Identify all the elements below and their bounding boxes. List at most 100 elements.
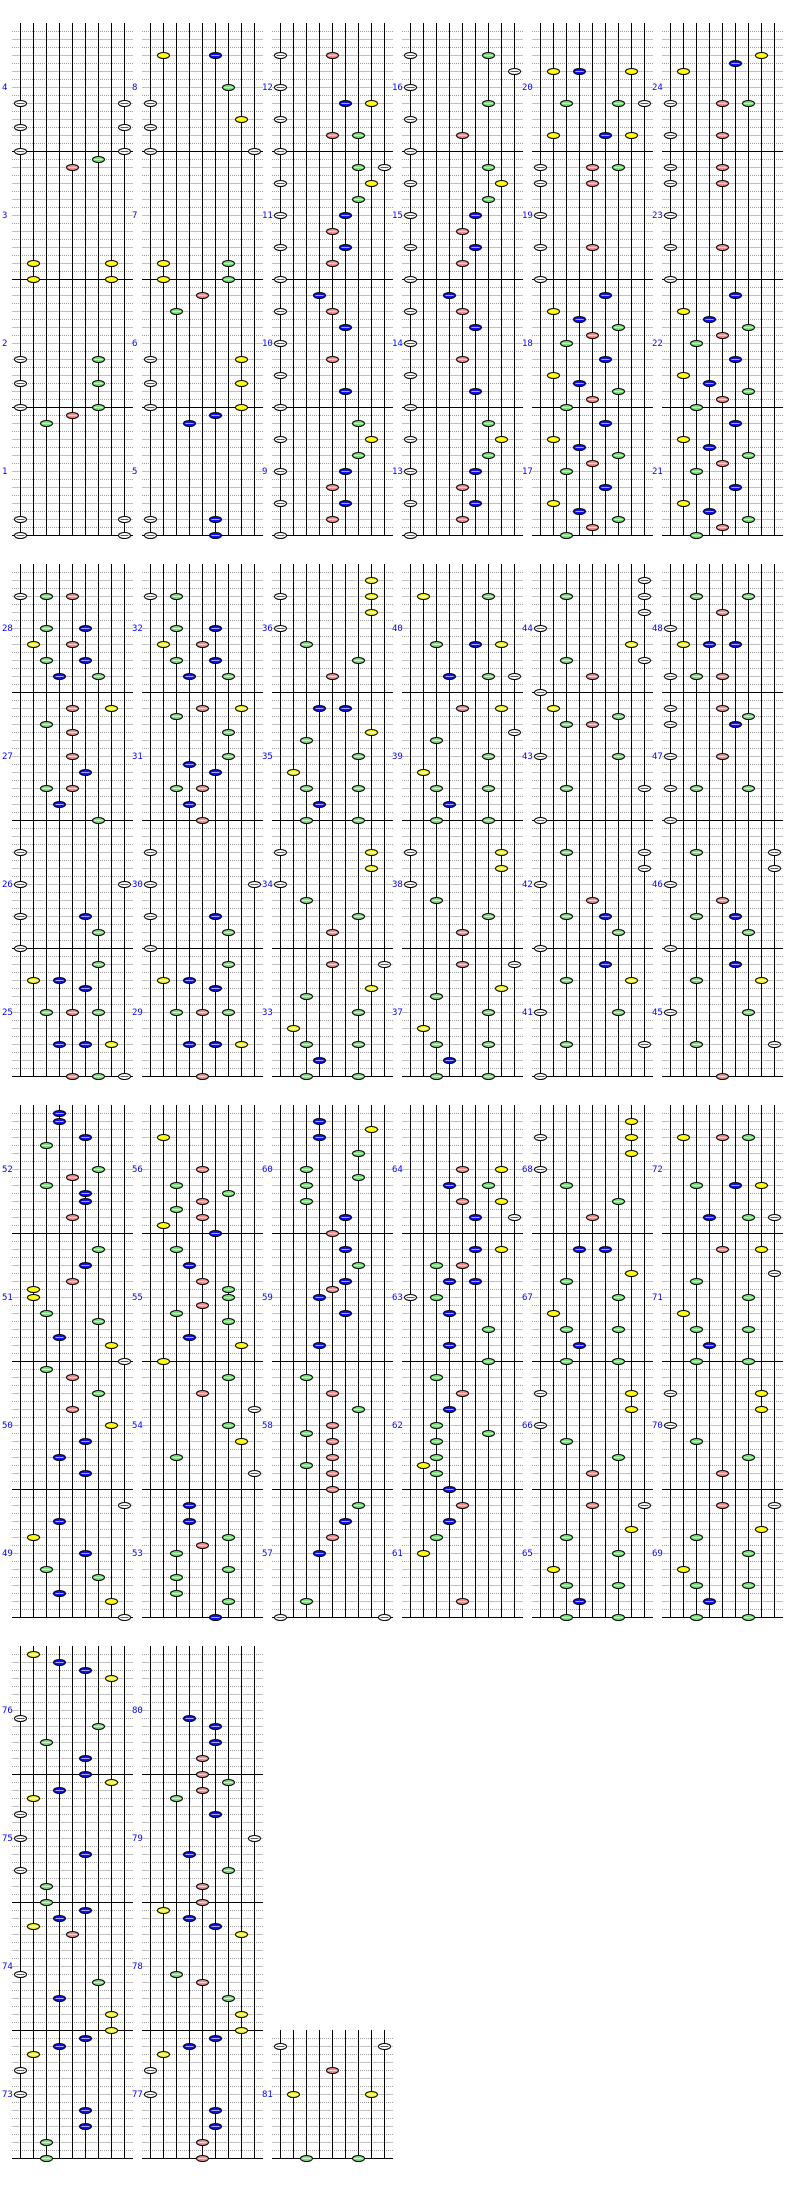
note (456, 308, 469, 315)
measure-number: 24 (652, 83, 663, 93)
note (79, 1771, 92, 1778)
measure-number: 49 (2, 1549, 13, 1559)
note (183, 1518, 196, 1525)
note (300, 1182, 313, 1189)
measure-50: 50 (2, 1361, 133, 1490)
measure-27: 27 (2, 692, 133, 821)
measure-number: 47 (652, 752, 663, 762)
note (716, 332, 729, 339)
note (274, 212, 287, 219)
measure-64: 64 (392, 1105, 523, 1234)
note (573, 444, 586, 451)
note (534, 881, 547, 888)
note (144, 2091, 157, 2098)
note (547, 1310, 560, 1317)
measure-number: 81 (262, 2090, 273, 2100)
note (612, 388, 625, 395)
note (443, 1342, 456, 1349)
note (404, 84, 417, 91)
note (66, 705, 79, 712)
note (222, 673, 235, 680)
note (326, 2067, 339, 2074)
note (365, 577, 378, 584)
note (482, 1326, 495, 1333)
note (586, 524, 599, 531)
note (352, 196, 365, 203)
measure-number: 55 (132, 1293, 143, 1303)
measure-number: 65 (522, 1549, 533, 1559)
note (664, 705, 677, 712)
note (352, 753, 365, 760)
note (79, 2107, 92, 2114)
note (118, 1358, 131, 1365)
note (586, 180, 599, 187)
measure-number: 40 (392, 624, 403, 634)
note (144, 380, 157, 387)
note (404, 881, 417, 888)
note (300, 817, 313, 824)
note (14, 1835, 27, 1842)
note (456, 516, 469, 523)
measure-number: 42 (522, 880, 533, 890)
note (118, 1502, 131, 1509)
note (14, 1715, 27, 1722)
note (456, 484, 469, 491)
measure-54: 54 (132, 1361, 263, 1490)
measure-number: 51 (2, 1293, 13, 1303)
note (690, 977, 703, 984)
note (27, 2051, 40, 2058)
note (573, 1598, 586, 1605)
note (53, 1915, 66, 1922)
note (690, 1358, 703, 1365)
note (313, 1550, 326, 1557)
note (742, 324, 755, 331)
note (625, 977, 638, 984)
note (352, 1406, 365, 1413)
note (456, 1390, 469, 1397)
measure-number: 35 (262, 752, 273, 762)
note (404, 244, 417, 251)
note (365, 985, 378, 992)
note (443, 1310, 456, 1317)
note (534, 1422, 547, 1429)
note (534, 689, 547, 696)
measure-57: 57 (262, 1489, 393, 1618)
note (456, 1598, 469, 1605)
note (664, 244, 677, 251)
measure-40: 40 (392, 564, 523, 693)
note (183, 1041, 196, 1048)
note (79, 1438, 92, 1445)
measure-17: 17 (522, 407, 653, 536)
note (586, 332, 599, 339)
note (326, 260, 339, 267)
note (703, 380, 716, 387)
measure-number: 39 (392, 752, 403, 762)
note (742, 1294, 755, 1301)
note (482, 1358, 495, 1365)
note (560, 849, 573, 856)
note (274, 881, 287, 888)
note (716, 460, 729, 467)
note (196, 1302, 209, 1309)
measure-number: 32 (132, 624, 143, 634)
note (612, 1009, 625, 1016)
note (66, 785, 79, 792)
note (443, 1278, 456, 1285)
note (300, 1166, 313, 1173)
measure-63: 63 (392, 1233, 523, 1362)
note (404, 532, 417, 539)
note (118, 100, 131, 107)
note (560, 1326, 573, 1333)
note (768, 1270, 781, 1277)
note (53, 801, 66, 808)
note (716, 100, 729, 107)
note (300, 993, 313, 1000)
note (677, 372, 690, 379)
note (729, 292, 742, 299)
note (40, 1310, 53, 1317)
measure-number: 70 (652, 1421, 663, 1431)
note (53, 1041, 66, 1048)
note (547, 68, 560, 75)
note (40, 2155, 53, 2162)
note (274, 625, 287, 632)
